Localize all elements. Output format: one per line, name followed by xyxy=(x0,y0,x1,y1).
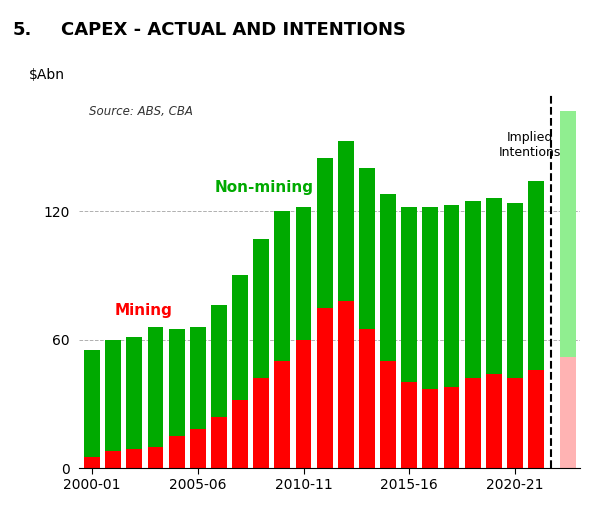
Bar xyxy=(528,370,544,468)
Bar xyxy=(380,361,396,468)
Text: Source: ABS, CBA: Source: ABS, CBA xyxy=(89,105,193,118)
Text: Implied
Intentions: Implied Intentions xyxy=(499,131,562,159)
Bar xyxy=(190,327,206,430)
Bar xyxy=(296,207,312,340)
Bar xyxy=(316,307,332,468)
Bar xyxy=(232,399,248,468)
Bar xyxy=(254,378,269,468)
Bar xyxy=(359,168,375,329)
Bar xyxy=(338,301,354,468)
Bar xyxy=(507,378,523,468)
Bar xyxy=(126,449,142,468)
Bar xyxy=(444,387,459,468)
Bar xyxy=(84,457,100,468)
Bar xyxy=(169,329,185,436)
Bar xyxy=(401,382,417,468)
Bar xyxy=(84,350,100,457)
Bar xyxy=(380,194,396,361)
Bar xyxy=(232,276,248,399)
Bar xyxy=(338,141,354,301)
Text: Non-mining: Non-mining xyxy=(214,180,313,194)
Bar xyxy=(560,357,576,468)
Bar xyxy=(444,205,459,387)
Bar xyxy=(254,239,269,378)
Bar xyxy=(126,337,142,449)
Bar xyxy=(465,378,481,468)
Bar xyxy=(316,158,332,307)
Bar xyxy=(274,211,290,361)
Bar xyxy=(105,451,121,468)
Bar xyxy=(401,207,417,382)
Text: CAPEX - ACTUAL AND INTENTIONS: CAPEX - ACTUAL AND INTENTIONS xyxy=(61,21,406,39)
Bar xyxy=(359,329,375,468)
Bar xyxy=(528,181,544,370)
Bar xyxy=(422,207,438,389)
Bar xyxy=(274,361,290,468)
Bar xyxy=(211,417,227,468)
Text: $Abn: $Abn xyxy=(29,68,65,82)
Bar xyxy=(105,340,121,451)
Text: Mining: Mining xyxy=(114,303,172,318)
Text: 5.: 5. xyxy=(12,21,32,39)
Bar xyxy=(507,203,523,378)
Bar xyxy=(169,436,185,468)
Bar xyxy=(190,430,206,468)
Bar xyxy=(211,305,227,417)
Bar xyxy=(148,447,164,468)
Bar xyxy=(296,340,312,468)
Bar xyxy=(486,374,502,468)
Bar xyxy=(148,327,164,447)
Bar xyxy=(422,389,438,468)
Bar xyxy=(465,201,481,378)
Bar xyxy=(486,199,502,374)
Bar xyxy=(560,111,576,357)
